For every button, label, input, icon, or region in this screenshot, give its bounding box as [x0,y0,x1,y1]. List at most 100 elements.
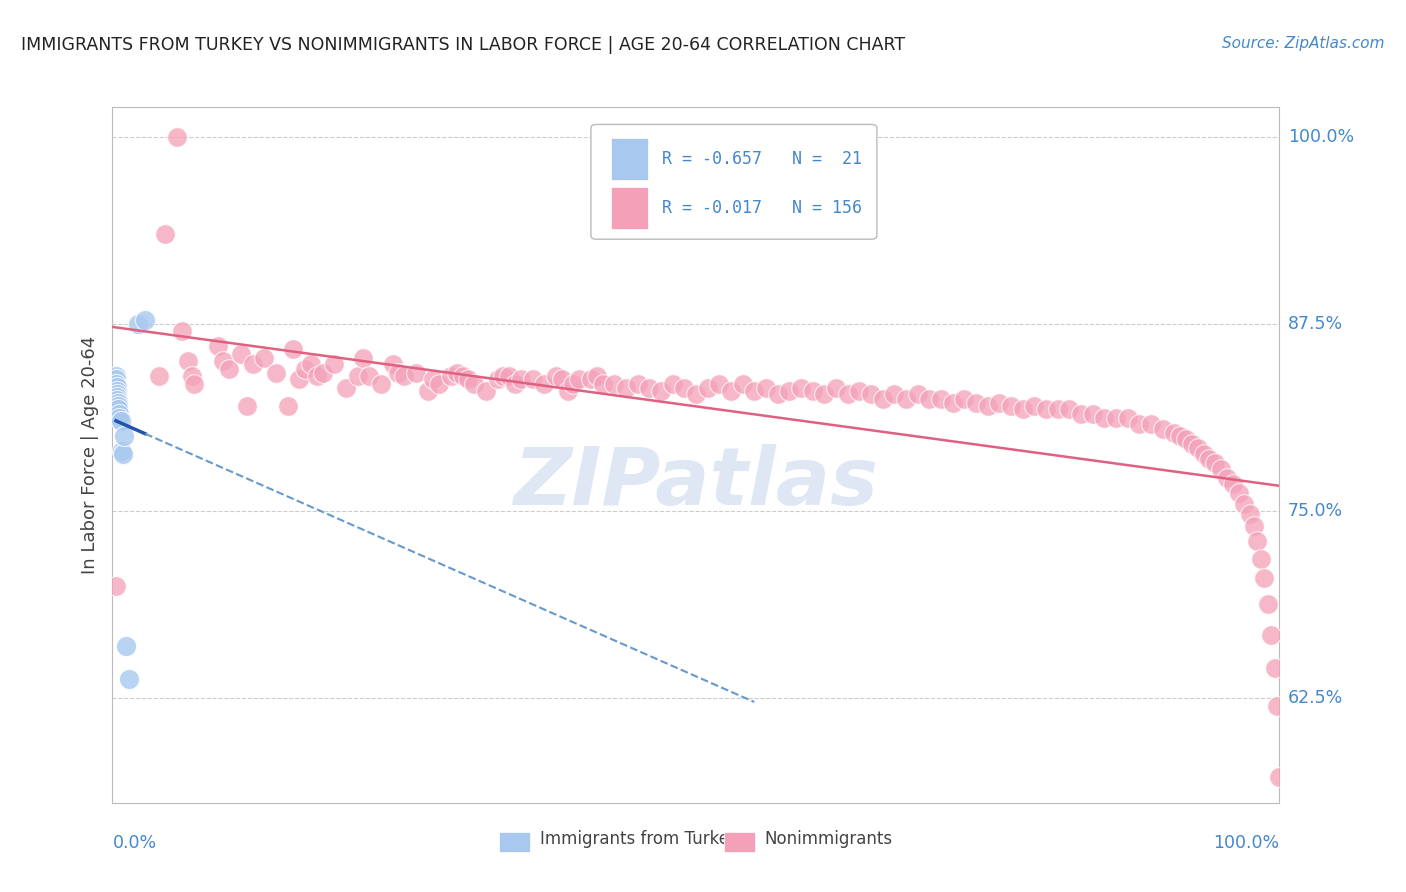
Point [352,351,374,366]
Point [359,369,381,384]
Point [235,399,257,413]
Point [709,376,731,391]
Point [1204,456,1226,470]
Point [1260,628,1282,642]
Point [107,399,129,413]
Point [1250,552,1272,566]
Point [1140,417,1163,432]
Point [311,367,333,381]
Bar [610,138,648,180]
Text: Nonimmigrants: Nonimmigrants [765,830,893,848]
Point [112,429,135,443]
Point [918,392,941,406]
Point [242,358,264,372]
Point [627,376,650,391]
Point [1222,477,1244,491]
Point [264,367,287,381]
Point [503,376,526,391]
Point [105,390,128,404]
Point [172,325,194,339]
Point [744,384,766,399]
Point [509,372,531,386]
Point [929,392,952,406]
Point [661,376,683,391]
Point [1227,486,1250,500]
Point [1181,436,1204,450]
Text: 0.0%: 0.0% [112,834,156,852]
Point [1011,402,1033,417]
Point [673,381,696,395]
Point [1000,399,1022,413]
Point [1187,441,1209,455]
Point [153,227,176,242]
Point [104,579,127,593]
Point [942,396,965,410]
Point [134,312,156,326]
Point [104,376,127,391]
Point [1168,429,1191,443]
Point [416,384,439,399]
Point [440,369,463,384]
Point [105,393,128,408]
Point [104,369,127,384]
Point [1257,597,1279,611]
Point [457,372,479,386]
Point [335,381,357,395]
Point [492,369,515,384]
Point [1105,411,1128,425]
Point [790,381,813,395]
Point [1239,507,1261,521]
Point [115,639,138,653]
Point [207,339,229,353]
Point [883,387,905,401]
Point [825,381,848,395]
Point [614,381,637,395]
Point [813,387,835,401]
Point [685,387,707,401]
Point [1192,447,1215,461]
Point [475,384,498,399]
Point [294,362,316,376]
Point [1246,533,1268,548]
Point [108,411,131,425]
Point [118,672,141,686]
Point [837,387,859,401]
Point [1152,422,1174,436]
Point [1175,432,1198,446]
Point [212,354,235,368]
Point [1059,402,1081,417]
Point [720,384,742,399]
Point [1024,399,1046,413]
Point [568,372,591,386]
Point [283,343,305,357]
Text: 100.0%: 100.0% [1288,128,1354,146]
Point [1116,411,1139,425]
Point [533,376,555,391]
Point [107,402,129,417]
Point [108,407,131,421]
Point [1046,402,1069,417]
Point [976,399,998,413]
Point [427,376,450,391]
Point [778,384,800,399]
Point [127,317,149,331]
Point [148,369,170,384]
Point [486,372,509,386]
Text: 62.5%: 62.5% [1288,689,1343,707]
Point [180,369,202,384]
Point [1243,519,1265,533]
Point [801,384,824,399]
Point [1094,411,1116,425]
Text: IMMIGRANTS FROM TURKEY VS NONIMMIGRANTS IN LABOR FORCE | AGE 20-64 CORRELATION C: IMMIGRANTS FROM TURKEY VS NONIMMIGRANTS … [21,36,905,54]
Point [405,367,427,381]
Point [1198,451,1220,466]
Point [872,392,894,406]
Point [105,380,128,394]
Text: 100.0%: 100.0% [1213,834,1279,852]
Point [579,372,602,386]
Point [766,387,789,401]
Point [370,376,392,391]
Point [988,396,1011,410]
Point [1128,417,1150,432]
Point [1216,471,1239,485]
